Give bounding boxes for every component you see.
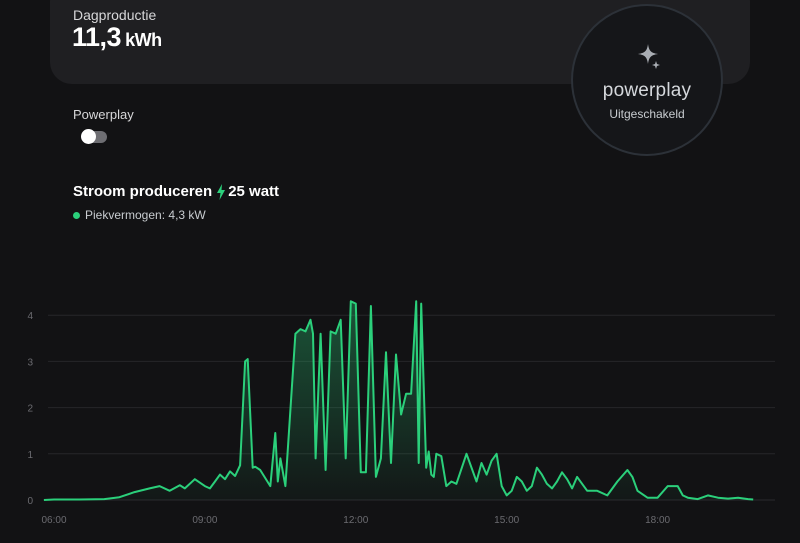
y-tick-label: 4 (27, 311, 33, 322)
x-tick-label: 06:00 (41, 515, 66, 526)
powerplay-toggle[interactable] (81, 129, 107, 144)
y-tick-label: 2 (27, 404, 33, 415)
peak-label: Piekvermogen: (85, 208, 166, 222)
y-tick-label: 1 (27, 450, 33, 461)
production-line (43, 300, 754, 501)
peak-value: 4,3 kW (168, 208, 206, 222)
x-tick-label: 12:00 (343, 515, 368, 526)
y-axis: 0 1 2 3 4 (27, 311, 33, 507)
x-tick-label: 09:00 (192, 515, 217, 526)
sparkle-icon (638, 44, 660, 69)
powerplay-toggle-label: Powerplay (73, 107, 134, 122)
powerplay-brand: powerplay (602, 80, 692, 101)
y-tick-label: 3 (27, 357, 33, 368)
daily-production-label: Dagproductie (73, 7, 157, 23)
current-power-value: 25 watt (228, 183, 280, 200)
y-tick-label: 0 (27, 496, 33, 507)
x-tick-label: 15:00 (494, 515, 519, 526)
x-tick-label: 18:00 (645, 515, 670, 526)
peak-power: Piekvermogen: 4,3 kW (73, 208, 206, 222)
bolt-icon (217, 183, 226, 200)
daily-production-value: 11,3 kWh (72, 22, 162, 53)
powerplay-status: Uitgeschakeld (609, 107, 685, 121)
daily-production-unit: kWh (125, 30, 162, 50)
production-title-text: Stroom produceren (73, 183, 213, 200)
daily-production-number: 11,3 (72, 22, 122, 52)
x-axis: 06:00 09:00 12:00 15:00 18:00 (41, 515, 670, 526)
production-chart[interactable]: 0 1 2 3 4 06:00 09:00 12:00 15:00 18:00 (0, 290, 800, 543)
peak-legend-dot (73, 211, 80, 219)
production-title: Stroom produceren 25 watt (73, 183, 279, 200)
production-area (43, 301, 754, 500)
powerplay-badge[interactable]: powerplay Uitgeschakeld (571, 4, 723, 156)
toggle-knob (81, 129, 96, 144)
